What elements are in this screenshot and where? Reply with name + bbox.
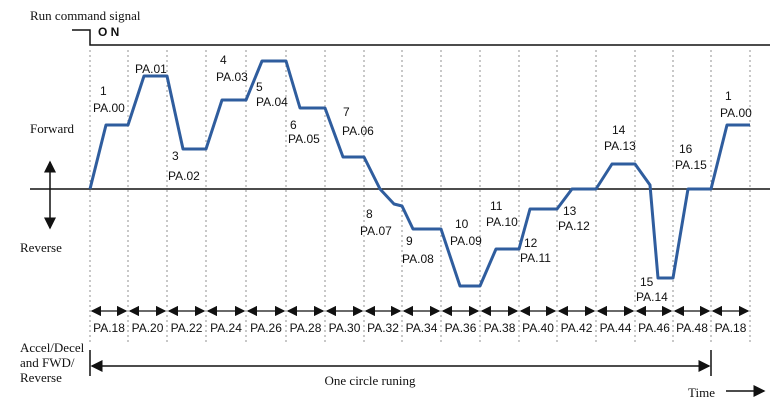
footer-line: Reverse	[20, 370, 62, 385]
segment-label: PA.40	[522, 321, 554, 335]
step-number: 4	[220, 53, 227, 67]
segment-label: PA.34	[406, 321, 438, 335]
run-signal-label: Run command signal	[30, 8, 141, 23]
dashed-guides	[89, 50, 751, 345]
step-number: 14	[612, 123, 626, 137]
step-number: 6	[290, 118, 297, 132]
step-number: 5	[256, 80, 263, 94]
segment-label: PA.18	[93, 321, 125, 335]
segment-label: PA.30	[329, 321, 361, 335]
segment-label: PA.20	[132, 321, 164, 335]
step-code: PA.08	[402, 252, 434, 266]
run-signal-line	[72, 29, 770, 46]
step-code: PA.04	[256, 95, 288, 109]
step-number: 15	[640, 275, 654, 289]
step-code: PA.12	[558, 219, 590, 233]
step-number: 3	[172, 149, 179, 163]
segment-label: PA.32	[367, 321, 399, 335]
step-number: 11	[490, 199, 503, 213]
segment-label: PA.22	[171, 321, 203, 335]
step-code: PA.05	[288, 132, 320, 146]
speed-waveform	[88, 59, 750, 288]
forward-label: Forward	[30, 121, 75, 136]
step-code: PA.03	[216, 70, 248, 84]
step-code: PA.00	[720, 106, 752, 120]
segment-label: PA.44	[600, 321, 632, 335]
step-number: 16	[679, 142, 693, 156]
step-code: PA.10	[486, 215, 518, 229]
step-code: PA.15	[675, 158, 707, 172]
step-number: 7	[343, 105, 350, 119]
step-code: PA.02	[168, 169, 200, 183]
on-label: O N	[98, 25, 119, 39]
step-number: 9	[406, 234, 413, 248]
step-code: PA.09	[450, 234, 482, 248]
step-number: 1	[725, 89, 732, 103]
step-code: PA.13	[604, 139, 636, 153]
segment-label: PA.42	[561, 321, 593, 335]
segment-label: PA.24	[210, 321, 242, 335]
footer-line: Accel/Decel	[20, 340, 85, 355]
segment-label: PA.26	[250, 321, 282, 335]
segment-label: PA.38	[484, 321, 516, 335]
step-code: PA.01	[135, 62, 167, 76]
reverse-label: Reverse	[20, 240, 62, 255]
segment-label: PA.36	[445, 321, 477, 335]
cycle-label: One circle runing	[325, 373, 416, 388]
step-code: PA.14	[636, 290, 668, 304]
segment-label: PA.28	[290, 321, 322, 335]
segment-label: PA.18	[715, 321, 747, 335]
step-code: PA.06	[342, 124, 374, 138]
segment-label: PA.48	[676, 321, 708, 335]
footer-line: and FWD/	[20, 355, 75, 370]
step-code: PA.11	[520, 251, 551, 265]
segment-label: PA.46	[638, 321, 670, 335]
step-code: PA.07	[360, 224, 392, 238]
step-code: PA.00	[93, 101, 125, 115]
step-number: 10	[455, 217, 469, 231]
step-number: 1	[100, 84, 107, 98]
step-number: 12	[524, 236, 538, 250]
step-number: 13	[563, 204, 577, 218]
time-label: Time	[688, 385, 715, 400]
step-number: 8	[366, 207, 373, 221]
